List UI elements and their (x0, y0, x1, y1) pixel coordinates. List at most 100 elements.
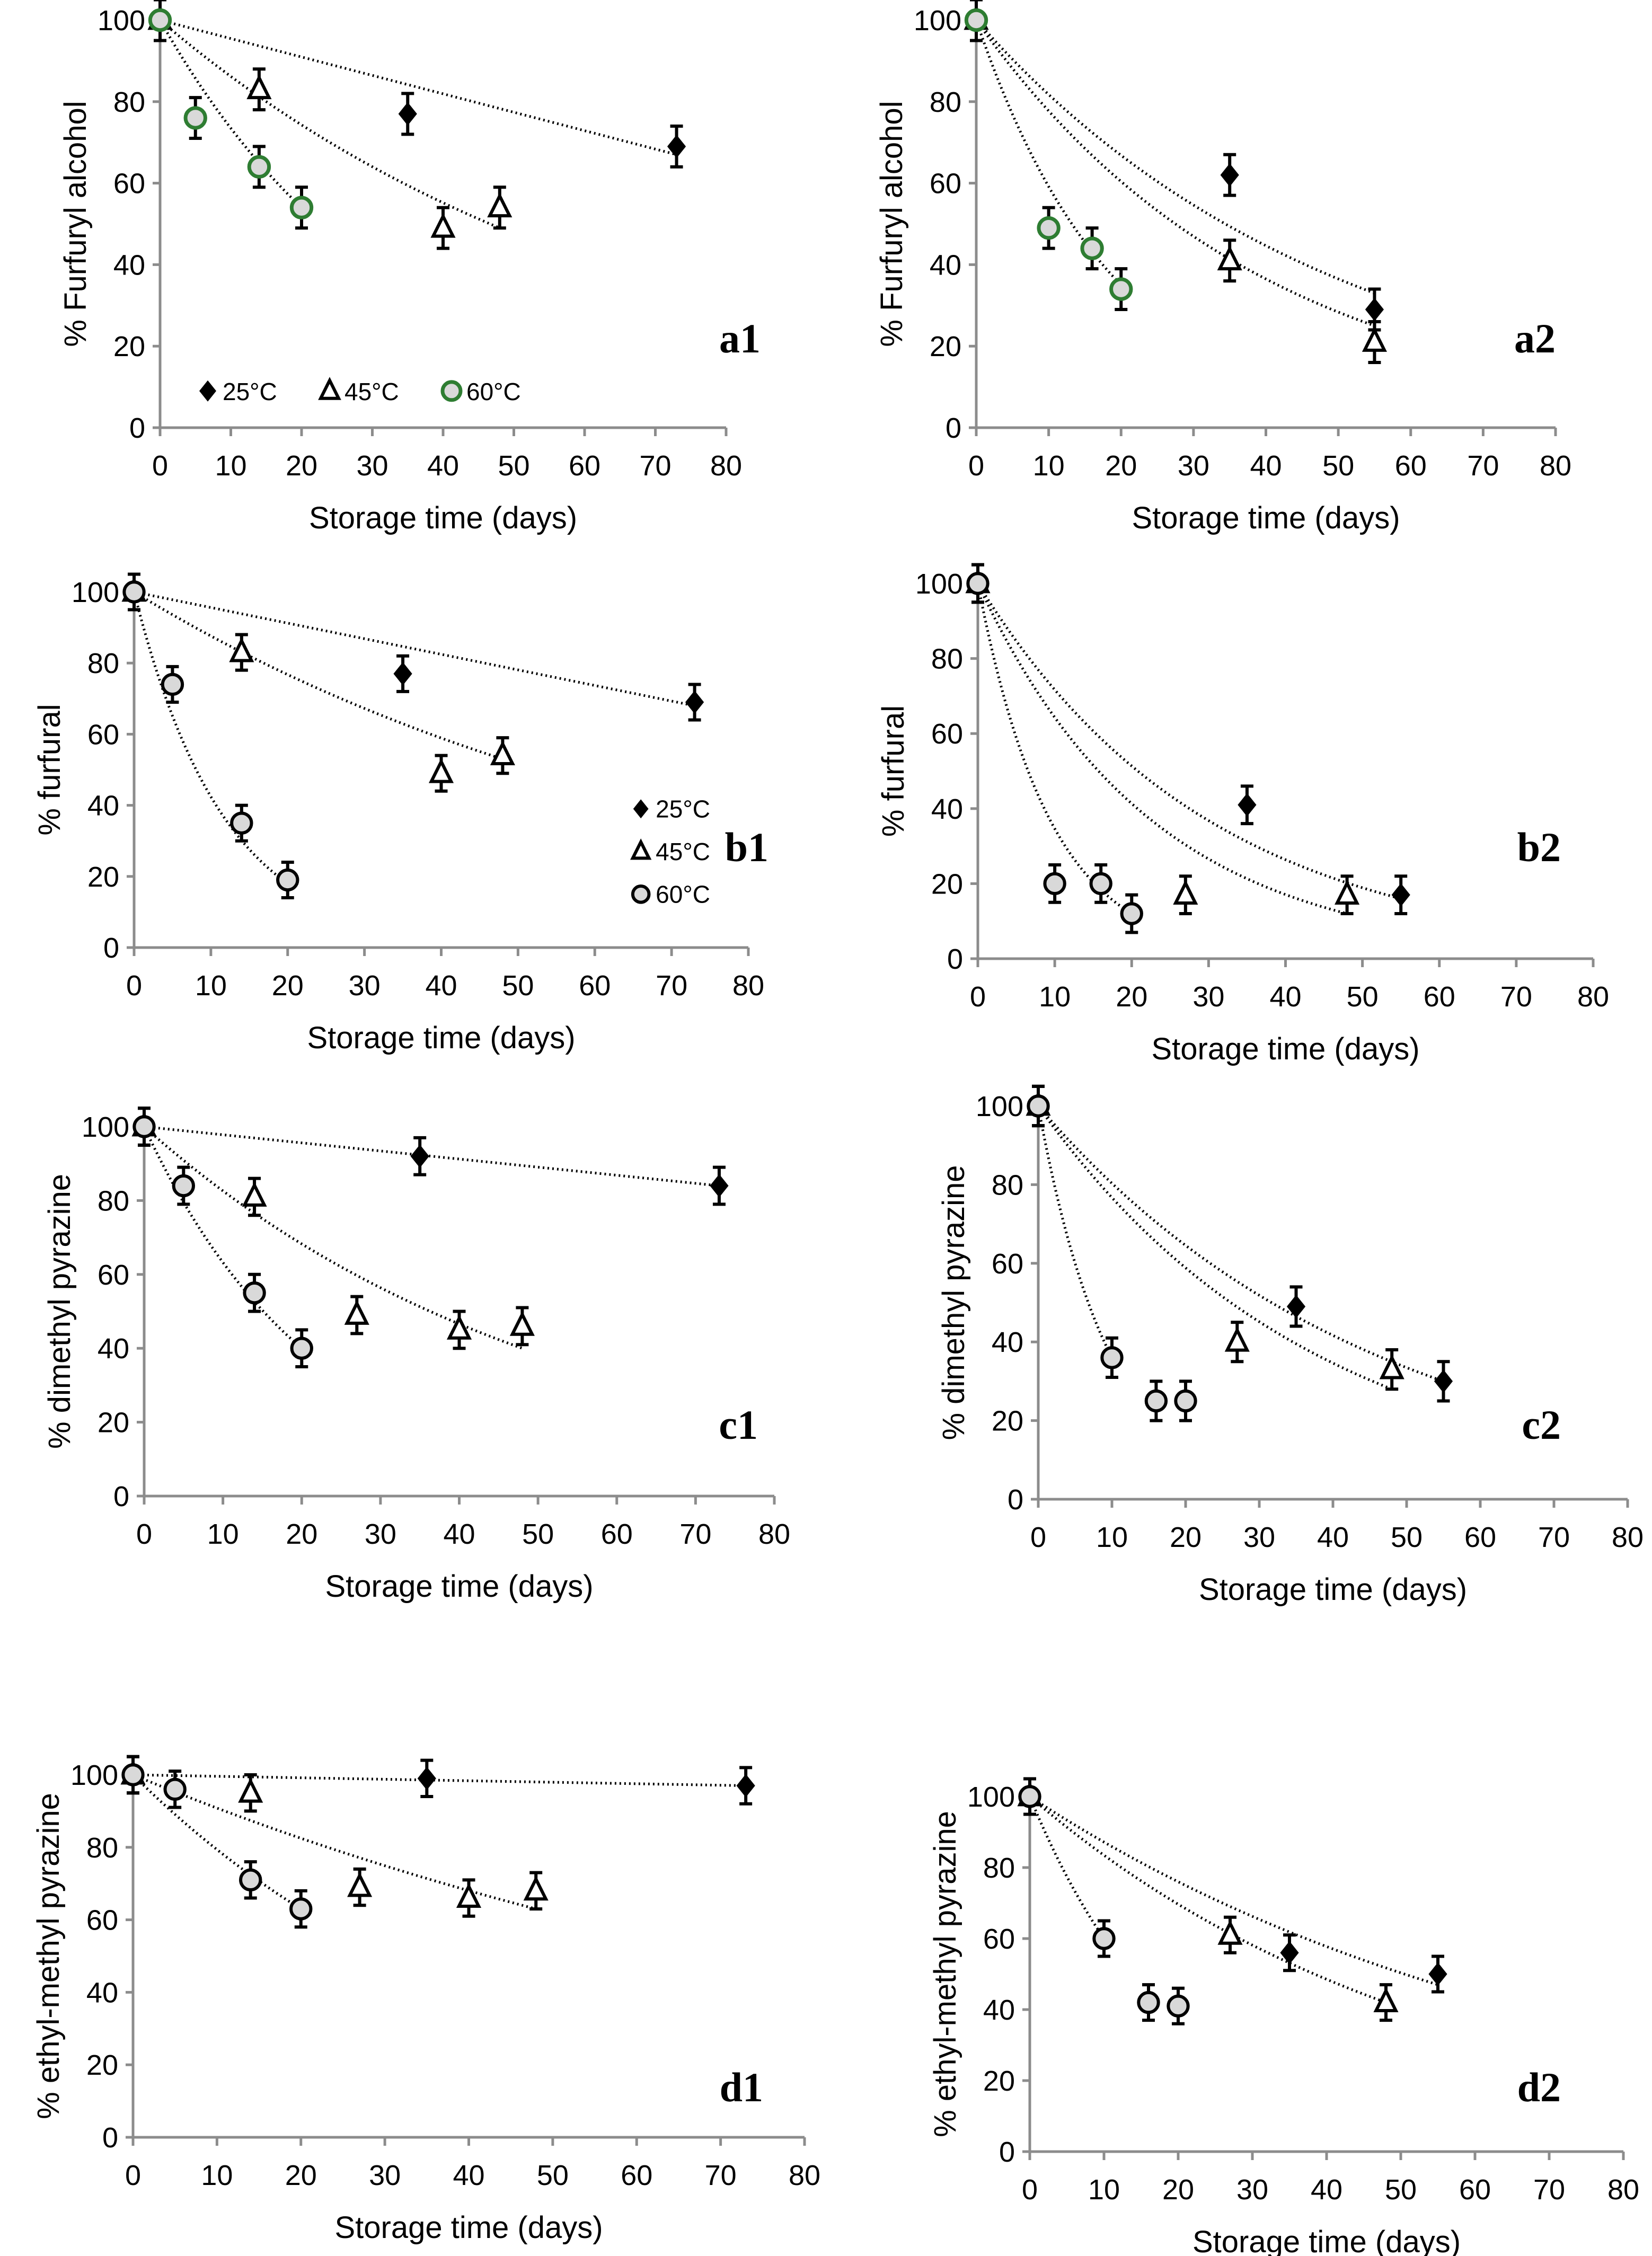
y-tick-label: 40 (113, 249, 145, 281)
triangle-marker (487, 192, 513, 218)
triangle-marker (509, 1311, 535, 1336)
x-tick-label: 80 (1577, 981, 1609, 1013)
x-tick-label: 70 (1467, 450, 1499, 482)
x-tick-label: 80 (732, 970, 764, 1002)
data-point-45c (446, 1310, 472, 1350)
y-tick-label: 40 (87, 790, 119, 822)
circle-marker (230, 811, 253, 835)
y-tick-label: 0 (947, 943, 963, 975)
triangle-marker (1335, 879, 1360, 905)
diamond-marker (393, 662, 412, 686)
data-point-45c (509, 1306, 535, 1347)
data-point-60c (172, 1165, 196, 1206)
fit-line-45c (159, 19, 500, 229)
x-tick-label: 50 (498, 450, 529, 482)
fit-line-60c (143, 1126, 303, 1350)
circle-marker (1120, 902, 1143, 925)
data-point-45c (246, 67, 272, 112)
x-tick-label: 50 (502, 970, 534, 1002)
y-tick-label: 20 (113, 331, 145, 362)
x-tick-label: 70 (1533, 2174, 1565, 2206)
data-point-45c (1224, 1321, 1250, 1364)
circle-green-marker (289, 196, 314, 219)
x-axis-title: Storage time (days) (1132, 501, 1400, 535)
circle-green-marker (1037, 216, 1061, 240)
x-tick-label: 30 (349, 970, 381, 1002)
x-axis-title: Storage time (days) (334, 2210, 603, 2245)
data-point-60c (122, 572, 146, 612)
x-tick-label: 70 (639, 450, 671, 482)
fit-line-60c (132, 1774, 302, 1910)
data-point-60c (1037, 206, 1061, 250)
x-tick-label: 60 (1459, 2174, 1491, 2206)
circle-marker (122, 580, 146, 604)
x-tick-label: 10 (201, 2160, 233, 2191)
x-tick-label: 80 (1607, 2174, 1639, 2206)
diamond-marker (398, 102, 417, 126)
legend-label: 60°C (656, 880, 710, 908)
subplot-a2: 0 20 40 60 80 100 0 10 20 30 40 50 60 70 80 Storage tim… (874, 0, 1571, 535)
diamond-marker (1365, 297, 1384, 321)
data-point-45c (1362, 320, 1387, 364)
panel-label: a1 (719, 315, 761, 361)
x-tick-label: 10 (1096, 1521, 1128, 1553)
y-tick-label: 60 (930, 168, 961, 200)
data-point-25c (417, 1758, 436, 1799)
x-tick-label: 60 (601, 1518, 633, 1550)
circle-green-marker (964, 8, 988, 32)
y-tick-label: 60 (113, 168, 145, 200)
data-point-45c (344, 1295, 369, 1335)
x-tick-label: 70 (679, 1518, 711, 1550)
data-point-60c (230, 803, 253, 843)
y-axis-title: % furfural (876, 705, 911, 837)
x-tick-label: 60 (1464, 1521, 1496, 1553)
x-tick-label: 0 (970, 981, 986, 1013)
data-point-25c (1391, 874, 1410, 916)
data-point-60c (289, 185, 314, 230)
x-tick-label: 20 (286, 1518, 317, 1550)
x-tick-label: 80 (710, 450, 742, 482)
circle-marker (1092, 1927, 1116, 1950)
data-point-60c (1018, 1777, 1041, 1816)
y-tick-label: 0 (113, 1481, 129, 1512)
triangle-marker (523, 1875, 549, 1901)
fit-line-60c (1028, 1796, 1106, 1940)
y-tick-label: 80 (87, 648, 119, 679)
y-tick-label: 20 (983, 2065, 1015, 2097)
data-point-60c (1144, 1379, 1168, 1422)
data-point-45c (1373, 1983, 1399, 2022)
diamond-marker (736, 1774, 755, 1798)
y-tick-label: 0 (999, 2136, 1015, 2168)
x-axis-title: Storage time (days) (309, 501, 577, 535)
x-tick-label: 30 (1236, 2174, 1268, 2206)
y-tick-label: 80 (992, 1169, 1023, 1201)
data-point-25c (736, 1766, 755, 1806)
circle-marker (163, 1777, 187, 1801)
x-tick-label: 30 (356, 450, 388, 482)
y-axis-title: % Furfuryl alcohol (874, 101, 909, 347)
data-point-25c (410, 1136, 429, 1176)
x-tick-label: 0 (968, 450, 984, 482)
y-tick-label: 40 (86, 1977, 118, 2009)
x-tick-label: 30 (369, 2160, 401, 2191)
x-tick-label: 70 (656, 970, 687, 1002)
x-tick-label: 80 (758, 1518, 790, 1550)
diamond-marker (1391, 883, 1410, 907)
fit-line-45c (1037, 1105, 1393, 1391)
data-point-45c (1379, 1348, 1404, 1391)
data-point-60c (1089, 863, 1112, 904)
legend-label: 25°C (656, 795, 710, 822)
y-tick-label: 100 (98, 5, 145, 37)
x-tick-label: 0 (126, 970, 142, 1002)
fit-line-45c (1029, 1795, 1386, 2004)
x-tick-label: 60 (579, 970, 611, 1002)
data-point-25c (710, 1165, 729, 1206)
x-tick-label: 30 (1178, 450, 1209, 482)
legend-label: 25°C (223, 378, 277, 405)
circle-marker (1089, 872, 1112, 896)
x-tick-label: 10 (1039, 981, 1071, 1013)
x-tick-label: 40 (425, 970, 457, 1002)
triangle-marker (1217, 1919, 1243, 1945)
data-point-45c (487, 185, 513, 230)
subplot-a1: 0 20 40 60 80 100 0 10 20 30 40 50 60 70 80 Storage tim… (58, 0, 761, 535)
